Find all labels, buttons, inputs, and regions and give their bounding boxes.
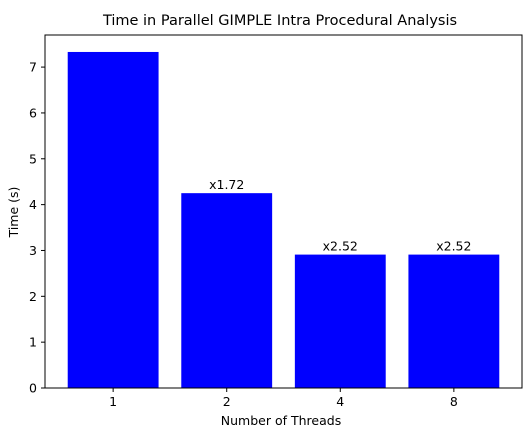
y-tick-label-4: 4 <box>29 197 37 212</box>
x-tick-label-4: 4 <box>336 394 344 409</box>
x-tick-label-8: 8 <box>450 394 458 409</box>
bar-8 <box>408 254 500 388</box>
y-tick-label-6: 6 <box>29 105 37 120</box>
x-axis-label: Number of Threads <box>221 413 341 428</box>
y-axis-label: Time (s) <box>6 187 21 239</box>
bar-4 <box>294 254 386 388</box>
data-label-8: x2.52 <box>436 239 471 254</box>
y-tick-label-7: 7 <box>29 60 37 75</box>
bars-group <box>67 51 500 388</box>
bar-1 <box>67 51 159 388</box>
x-tick-label-1: 1 <box>109 394 117 409</box>
y-tick-label-5: 5 <box>29 151 37 166</box>
chart-title: Time in Parallel GIMPLE Intra Procedural… <box>102 13 457 29</box>
plot-frame <box>44 34 523 389</box>
data-label-4: x2.52 <box>323 239 358 254</box>
y-tick-label-3: 3 <box>29 243 37 258</box>
y-tick-label-2: 2 <box>29 289 37 304</box>
y-tick-label-1: 1 <box>29 335 37 350</box>
y-axis-ticks: 0 1 2 3 4 5 6 7 <box>29 60 45 396</box>
bar-2 <box>181 193 273 388</box>
x-tick-label-2: 2 <box>223 394 231 409</box>
y-tick-label-0: 0 <box>29 381 37 396</box>
data-label-2: x1.72 <box>209 177 244 192</box>
data-labels-group: x1.72 x2.52 x2.52 <box>209 177 471 253</box>
x-axis-ticks: 1 2 4 8 <box>109 388 458 409</box>
